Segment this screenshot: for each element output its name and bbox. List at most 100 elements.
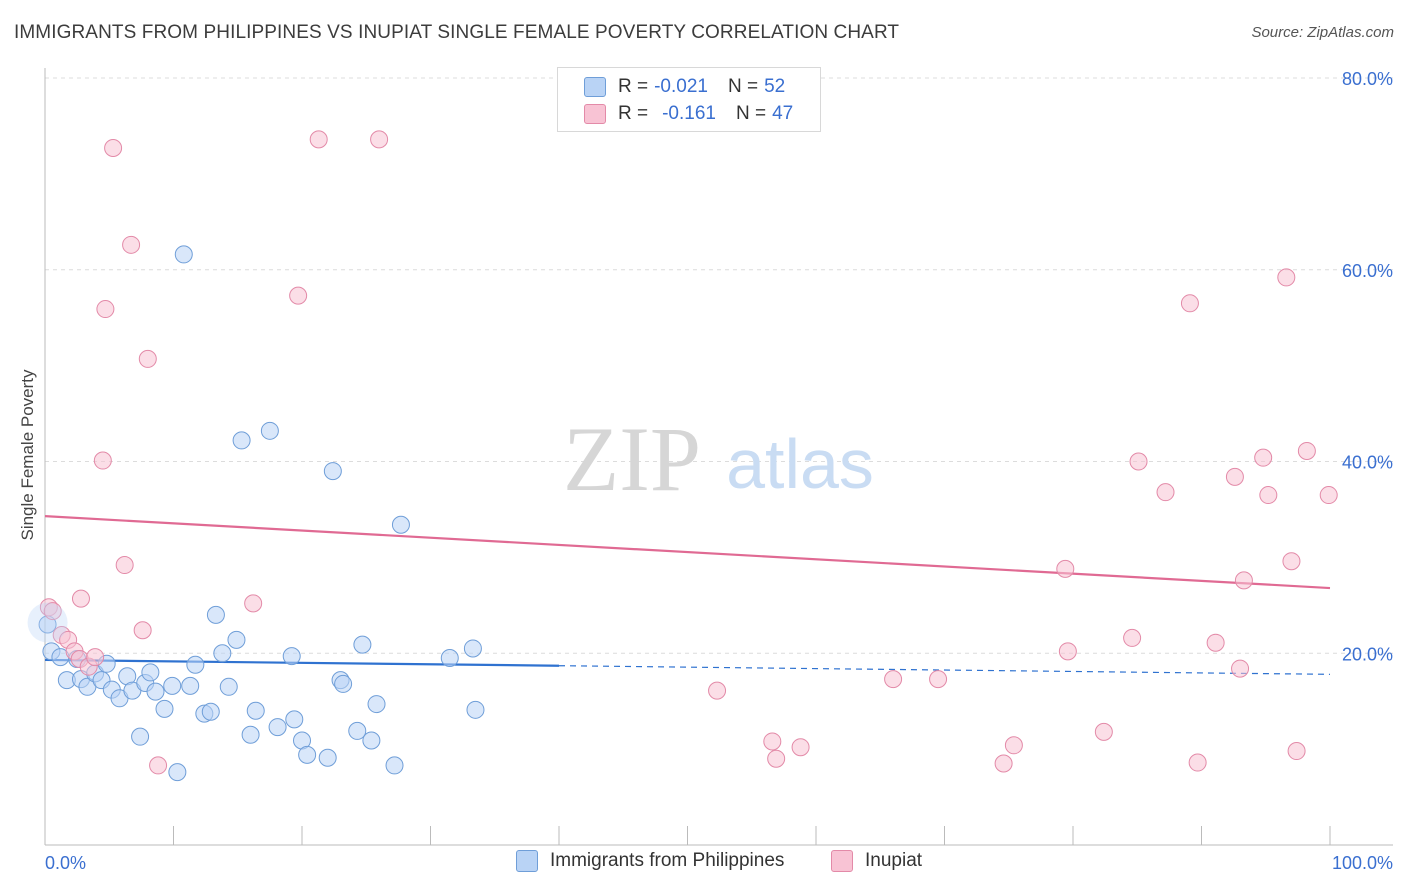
point-philippines — [362, 731, 381, 750]
point-inupiat — [1231, 659, 1250, 678]
point-philippines — [206, 605, 225, 624]
watermark: ZIP atlas — [563, 408, 874, 510]
trend-line-philippines-dashed — [558, 665, 1331, 675]
point-inupiat — [86, 648, 105, 667]
point-philippines — [391, 515, 410, 534]
point-inupiat — [1123, 628, 1142, 647]
bottom-legend-inupiat: Inupiat — [831, 850, 922, 872]
point-inupiat — [309, 130, 328, 149]
point-inupiat — [289, 286, 308, 305]
legend-n-value: 47 — [772, 103, 794, 124]
point-philippines — [174, 245, 193, 264]
point-inupiat — [1056, 559, 1075, 578]
point-philippines — [241, 725, 260, 744]
point-philippines — [282, 647, 301, 666]
point-inupiat — [767, 749, 786, 768]
watermark-zip: ZIP — [563, 408, 701, 510]
point-inupiat — [71, 589, 90, 608]
bottom-legend-philippines: Immigrants from Philippines — [516, 850, 784, 872]
point-inupiat — [1225, 467, 1244, 486]
point-philippines — [181, 676, 200, 695]
point-inupiat — [1282, 552, 1301, 571]
legend-swatch-blue — [584, 77, 606, 97]
point-philippines — [268, 718, 287, 737]
point-philippines — [131, 727, 150, 746]
point-inupiat — [884, 670, 903, 689]
point-inupiat — [43, 602, 62, 621]
point-philippines-cluster — [27, 602, 68, 643]
point-philippines — [318, 748, 337, 767]
point-philippines — [298, 745, 317, 764]
point-philippines — [466, 700, 485, 719]
point-philippines — [146, 682, 165, 701]
legend-r-value: -0.021 — [654, 76, 708, 97]
x-tick-label: 100.0% — [1332, 853, 1393, 873]
trend-line-inupiat — [44, 515, 1331, 590]
point-philippines — [163, 676, 182, 695]
point-philippines — [246, 701, 265, 720]
bottom-legend-swatch-blue — [516, 850, 538, 872]
point-inupiat — [994, 754, 1013, 773]
point-philippines — [348, 721, 367, 740]
point-inupiat — [244, 594, 263, 613]
point-inupiat — [370, 130, 389, 149]
point-philippines — [353, 635, 372, 654]
point-philippines — [260, 421, 279, 440]
point-philippines — [463, 639, 482, 658]
legend-r-value: -0.161 — [662, 103, 716, 124]
legend-row-philippines: R = -0.021 N = 52 — [558, 74, 785, 100]
point-inupiat — [149, 756, 168, 775]
point-philippines — [168, 763, 187, 782]
y-tick-label: 40.0% — [1342, 453, 1393, 473]
point-philippines — [440, 649, 459, 668]
x-tick-label: 0.0% — [45, 853, 86, 873]
correlation-legend: R = -0.021 N = 52 R = -0.161 N = 47 — [557, 67, 821, 132]
point-inupiat — [1206, 633, 1225, 652]
data-points — [27, 130, 1338, 782]
point-inupiat — [115, 556, 134, 575]
bottom-legend-swatch-pink — [831, 850, 853, 872]
point-inupiat — [1254, 448, 1273, 467]
chart-title: IMMIGRANTS FROM PHILIPPINES VS INUPIAT S… — [14, 22, 900, 43]
watermark-atlas: atlas — [726, 425, 874, 503]
legend-r-label: R = — [618, 103, 649, 124]
y-tick-label: 60.0% — [1342, 261, 1393, 281]
tick-labels: 20.0% 40.0% 60.0% 80.0% 0.0% 100.0% — [45, 69, 1393, 873]
y-tick-label: 20.0% — [1342, 644, 1393, 664]
point-philippines — [201, 702, 220, 721]
point-philippines — [219, 677, 238, 696]
point-philippines — [155, 699, 174, 718]
point-inupiat — [1234, 571, 1253, 590]
point-philippines — [186, 655, 205, 674]
bottom-legend-label: Inupiat — [865, 850, 923, 871]
y-axis-title: Single Female Poverty — [18, 369, 37, 541]
point-philippines — [285, 710, 304, 729]
point-inupiat — [1004, 736, 1023, 755]
point-inupiat — [1259, 486, 1278, 505]
point-inupiat — [104, 138, 123, 157]
bottom-legend-label: Immigrants from Philippines — [550, 850, 785, 871]
point-inupiat — [763, 732, 782, 751]
point-philippines — [323, 462, 342, 481]
point-inupiat — [96, 300, 115, 319]
legend-n-value: 52 — [764, 76, 786, 97]
point-inupiat — [1156, 483, 1175, 502]
point-inupiat — [708, 681, 727, 700]
point-inupiat — [138, 349, 157, 368]
point-inupiat — [1188, 753, 1207, 772]
point-inupiat — [1297, 441, 1316, 460]
point-inupiat — [1180, 294, 1199, 313]
point-inupiat — [1319, 486, 1338, 505]
trend-lines — [44, 515, 1331, 675]
legend-r-label: R = — [618, 76, 649, 97]
point-inupiat — [133, 621, 152, 640]
point-philippines — [232, 431, 251, 450]
point-philippines — [141, 663, 160, 682]
point-inupiat — [791, 738, 810, 757]
axes — [44, 68, 1393, 846]
point-inupiat — [122, 235, 141, 254]
legend-n-label: N = — [727, 76, 759, 97]
point-inupiat — [929, 670, 948, 689]
point-inupiat — [1129, 452, 1148, 471]
